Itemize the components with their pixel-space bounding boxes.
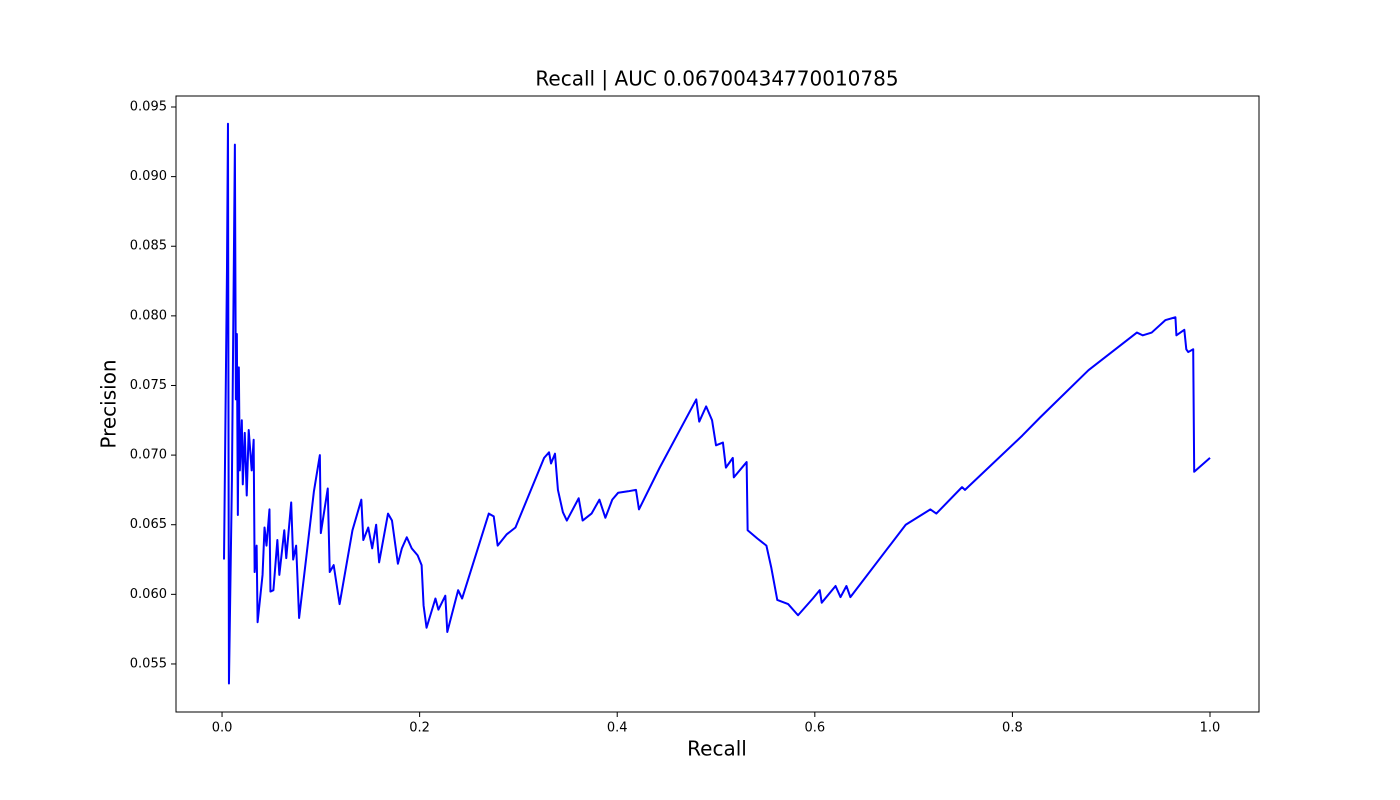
x-tick-label: 0.0: [212, 721, 233, 736]
x-tick-label: 0.2: [409, 721, 430, 736]
plot-frame: [175, 95, 1260, 713]
y-tick-label: 0.060: [130, 587, 167, 602]
y-tick-label: 0.080: [130, 308, 167, 323]
y-tick-label: 0.075: [130, 378, 167, 393]
y-tick-label: 0.090: [130, 169, 167, 184]
x-tick-label: 0.6: [804, 721, 825, 736]
y-tick-label: 0.085: [130, 239, 167, 254]
y-tick-label: 0.065: [130, 517, 167, 532]
x-tick-label: 0.8: [1002, 721, 1023, 736]
line-series: [223, 122, 1211, 685]
x-tick-label: 1.0: [1200, 721, 1221, 736]
y-tick-label: 0.095: [130, 100, 167, 115]
y-tick-label: 0.070: [130, 448, 167, 463]
x-tick-label: 0.4: [607, 721, 628, 736]
y-axis-label: Precision: [97, 359, 121, 448]
y-tick-label: 0.055: [130, 656, 167, 671]
x-axis-label: Recall: [687, 737, 747, 761]
chart-title: Recall | AUC 0.06700434770010785: [535, 67, 898, 91]
